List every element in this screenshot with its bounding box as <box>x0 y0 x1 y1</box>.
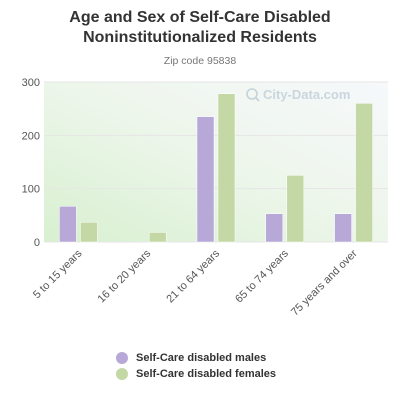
chart-title-line-2: Noninstitutionalized Residents <box>83 29 317 46</box>
chart-title: Age and Sex of Self-Care Disabled Nonins… <box>0 8 400 48</box>
y-tick-label: 0 <box>34 237 40 249</box>
y-tick-label: 200 <box>22 130 40 142</box>
y-tick-label: 300 <box>22 77 40 89</box>
x-tick-label: 5 to 15 years <box>31 247 85 301</box>
legend-item-females: Self-Care disabled females <box>116 366 276 382</box>
bar-females <box>80 222 98 243</box>
x-axis-ticks: 5 to 15 years 16 to 20 years 21 to 64 year… <box>31 247 360 318</box>
bar-females <box>286 175 305 243</box>
watermark-text: City-Data.com <box>263 87 350 102</box>
legend: Self-Care disabled males Self-Care disab… <box>116 350 276 382</box>
bar-males <box>334 213 352 243</box>
watermark: City-Data.com <box>246 87 350 102</box>
legend-label-females: Self-Care disabled females <box>136 368 277 380</box>
chart-title-line-1: Age and Sex of Self-Care Disabled <box>69 9 331 26</box>
magnifier-icon <box>246 88 260 102</box>
x-tick-label: 21 to 64 years <box>164 247 222 305</box>
x-tick-label: 65 to 74 years <box>233 247 291 305</box>
x-tick-label: 16 to 20 years <box>96 247 154 305</box>
legend-item-males: Self-Care disabled males <box>116 350 276 366</box>
x-tick-label: 75 years and over <box>289 247 360 318</box>
bar-females <box>148 232 167 243</box>
bar-females <box>217 93 236 243</box>
chart-subtitle: Zip code 95838 <box>163 55 237 67</box>
bars <box>59 93 373 243</box>
y-axis-ticks: 0 100 200 300 <box>22 77 40 249</box>
bar-males <box>196 116 215 243</box>
bar-females <box>355 103 373 243</box>
bar-males <box>265 213 284 243</box>
grid-lines <box>44 81 388 243</box>
plot-area-background <box>44 82 388 242</box>
y-tick-label: 100 <box>22 184 40 196</box>
legend-swatch-females <box>116 368 128 380</box>
legend-swatch-males <box>116 352 128 364</box>
legend-label-males: Self-Care disabled males <box>136 352 267 364</box>
bar-males <box>59 206 77 243</box>
